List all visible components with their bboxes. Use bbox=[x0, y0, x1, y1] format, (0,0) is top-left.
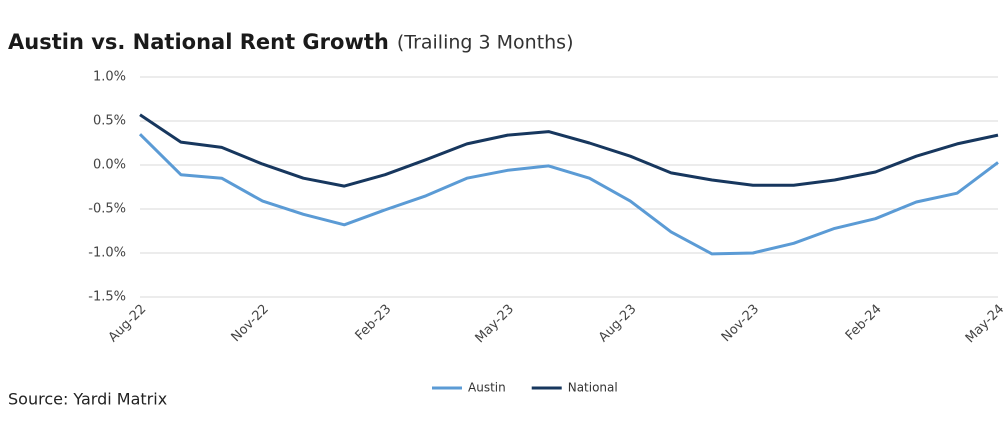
legend-label: National bbox=[568, 381, 618, 395]
source-note: Source: Yardi Matrix bbox=[8, 390, 167, 409]
y-tick-label: 0.5% bbox=[93, 114, 126, 129]
x-tick-label: Nov-22 bbox=[229, 302, 272, 345]
chart-title: Austin vs. National Rent Growth bbox=[8, 30, 389, 54]
x-tick-label: Aug-23 bbox=[596, 302, 640, 346]
chart-subtitle: (Trailing 3 Months) bbox=[397, 32, 574, 54]
x-tick-label: May-24 bbox=[963, 302, 1007, 346]
y-tick-label: -1.0% bbox=[88, 246, 126, 261]
x-tick-label: Feb-24 bbox=[843, 302, 885, 344]
legend-label: Austin bbox=[468, 381, 506, 395]
x-tick-label: May-23 bbox=[473, 302, 517, 346]
x-tick-label: Nov-23 bbox=[719, 302, 762, 345]
y-tick-label: 0.0% bbox=[93, 158, 126, 173]
x-tick-label: Feb-23 bbox=[353, 302, 395, 344]
x-tick-label: Aug-22 bbox=[106, 302, 150, 346]
y-tick-label: 1.0% bbox=[93, 70, 126, 85]
line-series bbox=[138, 133, 999, 256]
y-tick-label: -1.5% bbox=[88, 290, 126, 305]
y-tick-label: -0.5% bbox=[88, 202, 126, 217]
line-series bbox=[139, 113, 999, 188]
